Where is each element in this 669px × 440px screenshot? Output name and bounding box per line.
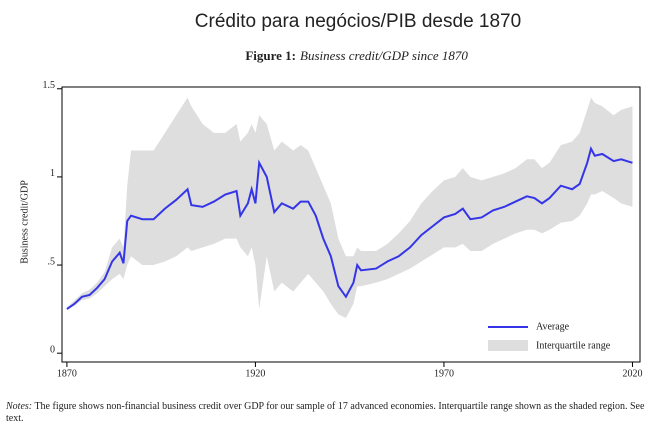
interquartile-band — [66, 97, 633, 318]
x-tick-label: 2020 — [622, 368, 642, 379]
legend-label: Interquartile range — [536, 340, 611, 351]
y-axis-label: Business credit/GDP — [19, 180, 30, 264]
y-tick-label: .5 — [48, 256, 56, 267]
subtitle: Business credit/GDP since 1870 — [300, 48, 468, 63]
plot-frame — [61, 86, 641, 363]
average-line — [66, 145, 633, 310]
note-label: Notes: — [6, 401, 33, 412]
x-tick-label: 1870 — [57, 368, 77, 379]
x-tick-label: 1920 — [245, 368, 265, 379]
y-tick-label: 1.5 — [43, 80, 56, 91]
chart-title: Crédito para negócios/PIB desde 1870 — [195, 11, 521, 32]
x-tick-label: 1970 — [434, 368, 454, 379]
legend-label: Average — [536, 321, 570, 332]
legend-band-swatch — [488, 340, 528, 351]
figure-label: Figure 1: — [245, 48, 296, 63]
notes: Notes: The figure shows non-financial bu… — [6, 401, 661, 425]
note-text: The figure shows non-financial business … — [6, 401, 645, 424]
y-tick-label: 1 — [50, 168, 55, 179]
chart: Crédito para negócios/PIB desde 1870 Fig… — [19, 11, 642, 379]
y-tick-label: 0 — [50, 344, 55, 355]
